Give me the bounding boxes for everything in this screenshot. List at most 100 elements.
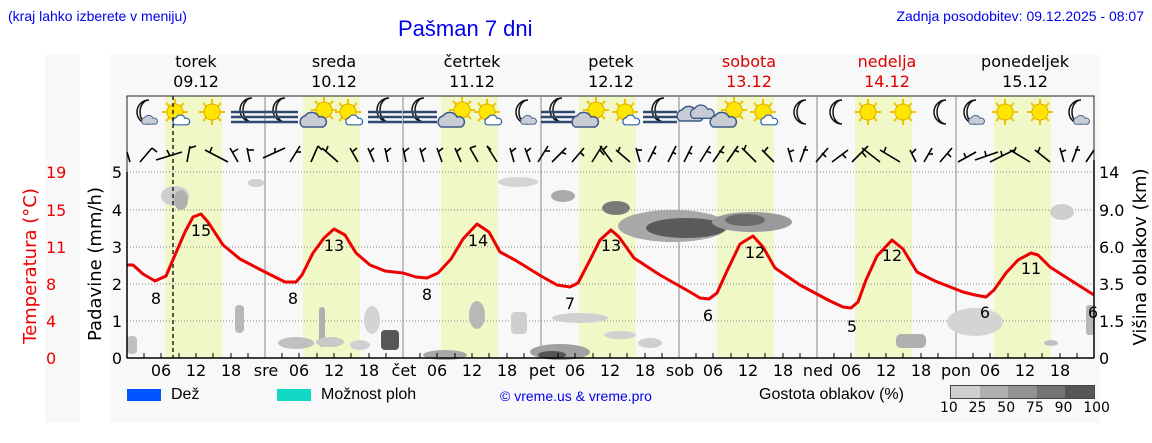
svg-text:9.0: 9.0 <box>1099 201 1124 220</box>
svg-text:6: 6 <box>980 303 990 322</box>
day-name: torek <box>175 52 217 71</box>
svg-text:12: 12 <box>745 243 765 262</box>
svg-text:12: 12 <box>876 361 896 380</box>
copyright-link[interactable]: © vreme.us & vreme.pro <box>500 388 652 404</box>
location-menu-hint[interactable]: (kraj lahko izberete v meniju) <box>8 8 187 24</box>
cloud-density-scale <box>950 385 1095 399</box>
svg-text:pet: pet <box>529 361 555 380</box>
svg-text:18: 18 <box>911 361 931 380</box>
svg-text:18: 18 <box>497 361 517 380</box>
svg-text:06: 06 <box>703 361 723 380</box>
day-date: 09.12 <box>173 72 219 91</box>
precip-axis-title: Padavine (mm/h) <box>85 187 106 341</box>
showers-swatch <box>277 389 311 401</box>
page-title: Pašman 7 dni <box>398 16 533 41</box>
day-header: četrtek 11.12 <box>402 52 542 92</box>
day-date: 12.12 <box>588 72 634 91</box>
moon-fog-icon <box>229 97 267 124</box>
wind-barbs-row <box>126 144 1095 163</box>
day-separators <box>264 96 957 358</box>
last-update: Zadnja posodobitev: 09.12.2025 - 08:07 <box>896 8 1144 24</box>
svg-text:14: 14 <box>1099 163 1119 182</box>
svg-text:8: 8 <box>151 289 161 308</box>
svg-text:18: 18 <box>773 361 793 380</box>
x-tick-labels: 06 12 18 sre 06 12 18 čet 06 12 18 pet 0… <box>151 361 1070 380</box>
day-date: 11.12 <box>449 72 495 91</box>
svg-text:12: 12 <box>1015 361 1035 380</box>
svg-text:18: 18 <box>359 361 379 380</box>
day-header: sreda 10.12 <box>264 52 404 92</box>
svg-text:15: 15 <box>191 221 211 240</box>
svg-text:2: 2 <box>112 275 122 294</box>
legend-showers-label: Možnost ploh <box>321 386 417 403</box>
day-date: 13.12 <box>726 72 772 91</box>
daylight-bands <box>165 96 1051 358</box>
svg-text:12: 12 <box>462 361 482 380</box>
svg-text:1: 1 <box>112 312 122 331</box>
svg-text:13: 13 <box>601 236 621 255</box>
svg-text:6: 6 <box>703 306 713 325</box>
day-name: petek <box>588 52 634 71</box>
svg-text:pon: pon <box>941 361 971 380</box>
day-name: četrtek <box>443 52 501 71</box>
svg-text:06: 06 <box>427 361 447 380</box>
day-name: sreda <box>311 52 357 71</box>
svg-text:4: 4 <box>46 312 56 331</box>
svg-text:06: 06 <box>841 361 861 380</box>
day-header-weekend: nedelja 14.12 <box>817 52 957 92</box>
temp-ticks: 19 15 11 8 4 0 <box>46 163 66 368</box>
svg-text:12: 12 <box>738 361 758 380</box>
moon-fog-icon <box>539 97 577 124</box>
svg-text:06: 06 <box>289 361 309 380</box>
day-header: torek 09.12 <box>126 52 266 92</box>
svg-text:19: 19 <box>46 163 66 182</box>
moon-cloud-icon <box>963 99 985 125</box>
svg-text:11: 11 <box>46 238 66 257</box>
svg-text:12: 12 <box>882 246 902 265</box>
svg-text:7: 7 <box>565 294 575 313</box>
svg-text:sre: sre <box>254 361 278 380</box>
day-date: 15.12 <box>1002 72 1048 91</box>
precip-ticks: 5 4 3 2 1 0 <box>112 163 122 368</box>
moon-cloud-icon <box>515 99 537 125</box>
day-name: ponedeljek <box>981 52 1069 71</box>
svg-text:5: 5 <box>112 163 122 182</box>
moon-cloud-icon <box>136 99 158 125</box>
day-header: petek 12.12 <box>541 52 681 92</box>
svg-text:6.0: 6.0 <box>1099 238 1124 257</box>
svg-text:1.5: 1.5 <box>1099 312 1124 331</box>
cloud-height-axis-title: Višina oblakov (km) <box>1130 168 1151 345</box>
moon-icon <box>793 99 807 125</box>
temperature-labels: 8 15 8 13 8 14 7 13 6 12 5 12 6 11 6 <box>151 221 1098 336</box>
svg-text:3.5: 3.5 <box>1099 275 1124 294</box>
legend-showers: Možnost ploh <box>277 386 416 404</box>
svg-text:8: 8 <box>288 289 298 308</box>
day-date: 14.12 <box>864 72 910 91</box>
moon-fog-icon <box>366 97 404 124</box>
svg-text:18: 18 <box>221 361 241 380</box>
svg-text:ned: ned <box>803 361 833 380</box>
temp-axis-panel <box>45 55 80 423</box>
svg-text:8: 8 <box>422 285 432 304</box>
moon-fog-icon <box>401 97 439 124</box>
day-header: ponedeljek 15.12 <box>955 52 1095 92</box>
day-header-weekend: sobota 13.12 <box>679 52 819 92</box>
day-name: nedelja <box>857 52 917 71</box>
moon-cloud-icon <box>1068 99 1090 125</box>
svg-text:18: 18 <box>635 361 655 380</box>
temperature-line <box>127 212 1095 310</box>
clouds-icon <box>676 104 715 122</box>
svg-text:18: 18 <box>1050 361 1070 380</box>
svg-text:06: 06 <box>565 361 585 380</box>
svg-text:sob: sob <box>666 361 694 380</box>
svg-text:12: 12 <box>324 361 344 380</box>
legend-rain: Dež <box>127 386 199 404</box>
legend-rain-label: Dež <box>171 386 200 403</box>
day-date: 10.12 <box>311 72 357 91</box>
svg-text:11: 11 <box>1021 259 1041 278</box>
cloud-density-label: Gostota oblakov (%) <box>759 386 904 403</box>
svg-text:13: 13 <box>324 236 344 255</box>
svg-text:15: 15 <box>46 201 66 220</box>
svg-text:06: 06 <box>980 361 1000 380</box>
